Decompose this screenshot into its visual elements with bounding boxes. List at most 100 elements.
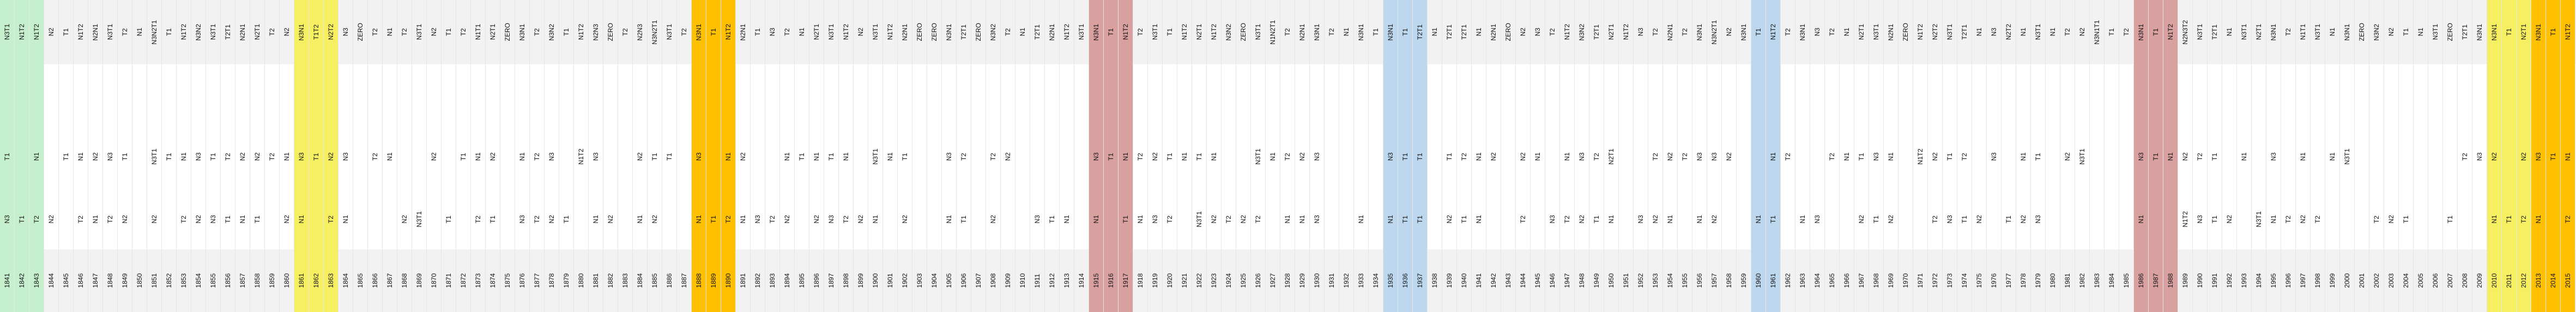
year-label: 1901 [886, 273, 894, 288]
code-cell: N3T1 [1251, 124, 1265, 189]
code-cell: T2T1 [1413, 0, 1427, 64]
year-cell: 2005 [2414, 249, 2428, 312]
year-column: T2 T2 N1 1918 [1133, 0, 1148, 312]
code-cell [1001, 64, 1015, 124]
code-cell: N1N2T1 [1266, 0, 1280, 64]
year-column: T1T2 T1 1862 [309, 0, 324, 312]
year-label: 2003 [2387, 273, 2395, 288]
code-cell [1089, 64, 1103, 124]
year-column: N2T1 N3T1 1994 [2252, 0, 2266, 312]
code-label: N3N1 [2343, 23, 2351, 41]
code-cell [221, 64, 235, 124]
code-cell [1163, 64, 1177, 124]
code-label: N1 [298, 215, 305, 224]
year-column: N1T2 N1 T1 1961 [1766, 0, 1781, 312]
year-column: N3N1 N3T1 2000 [2340, 0, 2355, 312]
year-label: 1922 [1195, 273, 1203, 288]
code-cell [412, 124, 426, 189]
year-cell: 1860 [280, 249, 294, 312]
code-cell: N1 [589, 189, 603, 249]
year-column: T2T1 T2 T1 1940 [1457, 0, 1472, 312]
code-cell: N3 [338, 124, 353, 189]
code-cell [515, 64, 529, 124]
year-label: 1964 [1813, 273, 1821, 288]
code-cell [427, 64, 441, 124]
year-column: T2T1 T1 T1 1937 [1413, 0, 1428, 312]
code-cell: N3 [206, 189, 220, 249]
year-label: 2007 [2446, 273, 2454, 288]
code-cell: T1 [1045, 189, 1059, 249]
year-label: 1985 [2123, 273, 2130, 288]
code-cell: N1 [132, 0, 147, 64]
code-label: N1 [1666, 215, 1674, 224]
year-label: 1959 [1740, 273, 1747, 288]
code-cell: N3 [2266, 124, 2281, 189]
code-cell [1854, 64, 1868, 124]
year-cell: 2010 [2487, 249, 2501, 312]
code-cell: N3 [824, 189, 838, 249]
code-label: T2 [1549, 28, 1556, 36]
code-label: N3 [2535, 152, 2542, 161]
code-cell [74, 64, 88, 124]
code-cell: N2 [486, 124, 500, 189]
year-column: T2 1883 [618, 0, 633, 312]
year-cell: 1969 [1884, 249, 1898, 312]
code-cell: N3N1 [2487, 0, 2501, 64]
code-cell [2090, 124, 2104, 189]
code-label: N3 [1813, 215, 1821, 224]
year-cell: 1933 [1354, 249, 1368, 312]
year-label: 1912 [1048, 273, 1056, 288]
year-column: N2N1 N2 1942 [1486, 0, 1501, 312]
year-cell: 1910 [1015, 249, 1030, 312]
year-cell: 1949 [1589, 249, 1604, 312]
code-cell: T2 [1280, 0, 1295, 64]
year-label: 2002 [2373, 273, 2380, 288]
code-cell [162, 64, 176, 124]
year-label: 1920 [1166, 273, 1174, 288]
code-label: T2 [2064, 28, 2071, 36]
code-label: N2 [1210, 215, 1218, 224]
code-cell [2384, 124, 2398, 189]
code-cell: T2T1 [1589, 0, 1604, 64]
code-label: N3N2T1 [150, 20, 158, 45]
year-cell: 1878 [545, 249, 559, 312]
code-label: N1 [1755, 215, 1762, 224]
code-label: N2 [989, 215, 997, 224]
code-cell: T1 [2443, 189, 2457, 249]
code-label: T1 [2034, 152, 2042, 161]
year-label: 1923 [1210, 273, 1218, 288]
year-cell: 1951 [1619, 249, 1633, 312]
code-cell: N1 [780, 124, 794, 189]
year-cell: 1937 [1413, 249, 1427, 312]
code-label: T2 [960, 152, 967, 161]
code-cell [898, 64, 912, 124]
code-cell [1354, 124, 1368, 189]
code-label: T1T2 [312, 24, 320, 40]
code-label: T1 [2446, 215, 2454, 223]
code-cell: N2N1 [1295, 0, 1309, 64]
code-label: N3 [342, 152, 349, 161]
year-cell: 1863 [324, 249, 338, 312]
code-cell: N2N1 [898, 0, 912, 64]
code-cell: N1 [1060, 189, 1074, 249]
code-cell: N1 [280, 124, 294, 189]
code-cell [883, 189, 897, 249]
year-column: N2N1 N2 N1 1857 [235, 0, 250, 312]
code-cell: T1 [2031, 124, 2045, 189]
code-cell [648, 64, 662, 124]
code-cell: N1 [2222, 0, 2236, 64]
year-cell: 1914 [1074, 249, 1089, 312]
code-cell [1325, 64, 1339, 124]
code-label: T1 [1166, 152, 1174, 161]
code-cell: N2 [118, 189, 132, 249]
code-cell [1251, 64, 1265, 124]
code-cell: T2 [471, 189, 485, 249]
year-cell: 1957 [1707, 249, 1721, 312]
year-column: N3T1 T1 N3 1841 [0, 0, 15, 312]
code-label: T1 [1416, 215, 1424, 223]
year-column: N2 N1 N2 1860 [280, 0, 294, 312]
year-column: N2T1 T1 N2 1967 [1854, 0, 1869, 312]
year-cell: 1944 [1516, 249, 1530, 312]
year-cell: 1978 [2016, 249, 2030, 312]
code-label: T2 [533, 28, 541, 36]
